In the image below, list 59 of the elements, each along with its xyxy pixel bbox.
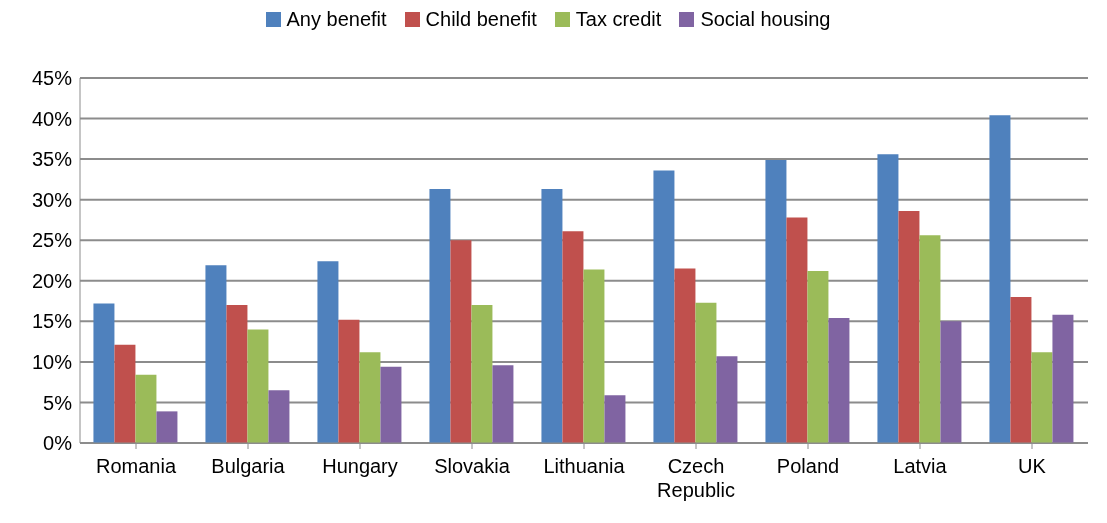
y-tick-label: 5%	[43, 391, 73, 414]
bar	[1031, 352, 1053, 443]
bar	[786, 217, 808, 443]
bar	[492, 365, 514, 443]
y-tick-label: 10%	[31, 350, 73, 373]
x-tick-label: Slovakia	[434, 455, 511, 477]
x-tick-label: Bulgaria	[211, 455, 286, 477]
bar	[604, 395, 626, 443]
bar	[807, 271, 829, 443]
bar	[716, 356, 738, 443]
bar	[268, 390, 290, 443]
bar	[562, 231, 584, 443]
legend-label: Tax credit	[575, 8, 662, 31]
bar	[135, 374, 157, 443]
x-tick-label: Latvia	[893, 455, 948, 477]
bar	[380, 366, 402, 443]
bar	[653, 170, 675, 443]
bar	[877, 154, 899, 443]
y-tick-label: 30%	[31, 188, 73, 211]
bar	[359, 352, 381, 443]
x-tick-label: Poland	[776, 455, 840, 477]
bar	[989, 115, 1011, 443]
bar	[674, 268, 696, 443]
bar	[583, 269, 605, 443]
bar	[828, 318, 850, 443]
bar	[471, 305, 493, 443]
bar	[93, 303, 115, 443]
bar	[156, 411, 178, 443]
bar	[226, 305, 248, 443]
y-tick-label: 15%	[31, 310, 73, 333]
x-tick-label: Romania	[95, 455, 177, 477]
legend-label: Any benefit	[286, 8, 387, 31]
bar	[898, 211, 920, 443]
y-tick-label: 40%	[31, 107, 73, 130]
bar	[1010, 297, 1032, 443]
bar	[695, 302, 717, 443]
y-tick-label: 25%	[31, 229, 73, 252]
y-tick-label: 0%	[43, 432, 73, 455]
y-tick-label: 20%	[31, 269, 73, 292]
bar	[317, 261, 339, 443]
bar	[1052, 314, 1074, 443]
bar	[114, 344, 136, 443]
legend-label: Child benefit	[425, 8, 537, 31]
x-tick-label: Lithuania	[543, 455, 626, 477]
bar	[429, 189, 451, 443]
bar	[919, 235, 941, 443]
legend-label: Social housing	[700, 8, 831, 31]
x-tick-label: Czech Republic	[657, 455, 735, 501]
bar	[940, 321, 962, 443]
y-tick-label: 45%	[31, 67, 73, 90]
bar	[205, 265, 227, 443]
bar	[541, 189, 563, 443]
bar	[765, 159, 787, 443]
x-tick-label: UK	[1018, 455, 1047, 477]
bar	[338, 319, 360, 443]
y-tick-label: 35%	[31, 148, 73, 171]
bar	[247, 329, 269, 443]
bar	[450, 240, 472, 443]
x-tick-label: Hungary	[322, 455, 398, 477]
